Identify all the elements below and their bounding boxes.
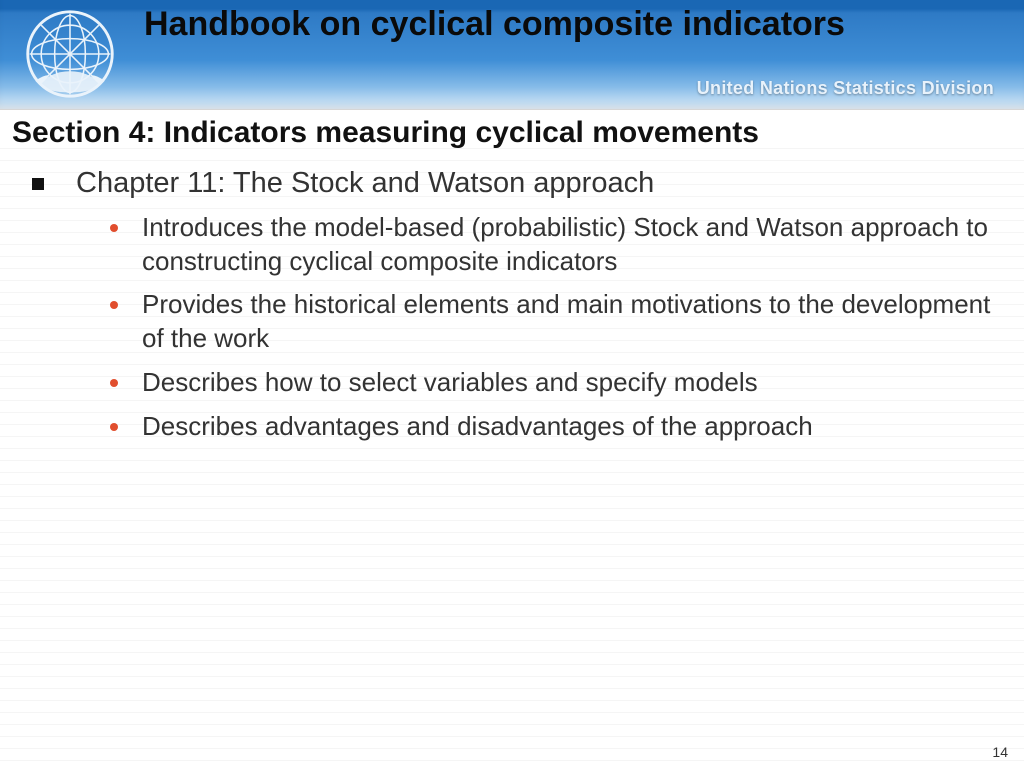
list-item: Introduces the model-based (probabilisti…: [110, 211, 994, 279]
circle-bullet-icon: [110, 379, 118, 387]
header-inner: Handbook on cyclical composite indicator…: [0, 0, 1024, 109]
chapter-title: Chapter 11: The Stock and Watson approac…: [76, 166, 654, 201]
handbook-title: Handbook on cyclical composite indicator…: [144, 6, 1004, 43]
division-label: United Nations Statistics Division: [697, 78, 994, 99]
content-area: Chapter 11: The Stock and Watson approac…: [26, 166, 994, 454]
sub-item-text: Introduces the model-based (probabilisti…: [142, 211, 994, 279]
section-heading: Section 4: Indicators measuring cyclical…: [12, 116, 1012, 156]
slide: Handbook on cyclical composite indicator…: [0, 0, 1024, 768]
sub-bullet-list: Introduces the model-based (probabilisti…: [110, 211, 994, 444]
sub-item-text: Describes how to select variables and sp…: [142, 366, 758, 400]
chapter-item: Chapter 11: The Stock and Watson approac…: [26, 166, 994, 201]
sub-item-text: Provides the historical elements and mai…: [142, 288, 994, 356]
circle-bullet-icon: [110, 423, 118, 431]
un-emblem-icon: [22, 6, 118, 102]
circle-bullet-icon: [110, 224, 118, 232]
circle-bullet-icon: [110, 301, 118, 309]
list-item: Describes advantages and disadvantages o…: [110, 410, 994, 444]
square-bullet-icon: [32, 178, 44, 190]
page-number: 14: [992, 744, 1008, 760]
header-band: Handbook on cyclical composite indicator…: [0, 0, 1024, 110]
list-item: Describes how to select variables and sp…: [110, 366, 994, 400]
list-item: Provides the historical elements and mai…: [110, 288, 994, 356]
sub-item-text: Describes advantages and disadvantages o…: [142, 410, 813, 444]
